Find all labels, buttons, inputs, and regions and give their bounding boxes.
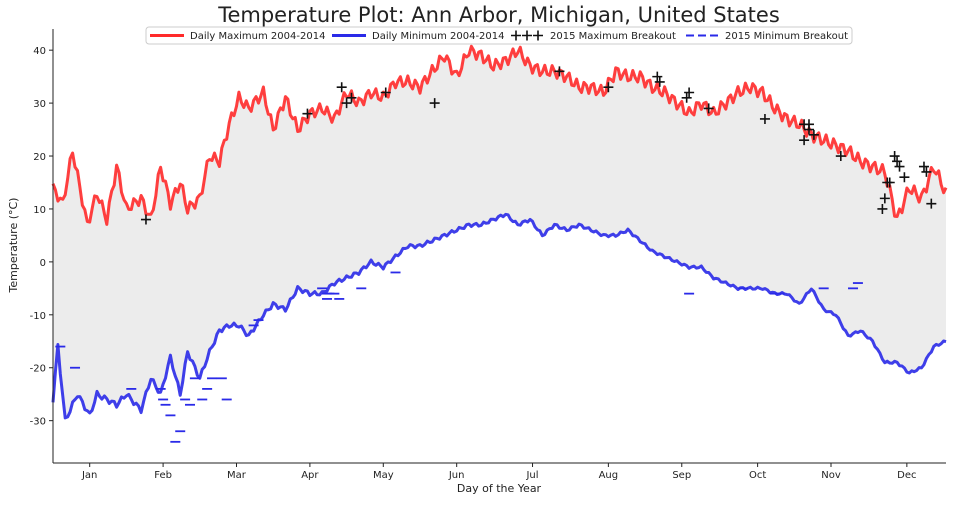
fill-between-band <box>53 46 946 418</box>
max-breakout-point <box>799 135 810 146</box>
max-breakout-point <box>926 198 937 209</box>
legend-swatch <box>522 30 532 41</box>
max-breakout-point <box>835 151 846 162</box>
y-tick-label: 30 <box>33 99 46 110</box>
legend: Daily Maximum 2004-2014 Daily Minimum 200… <box>145 26 853 45</box>
max-breakout-point <box>302 108 313 119</box>
max-breakout-point <box>918 161 929 172</box>
max-breakout-point <box>603 82 614 93</box>
legend-box <box>145 26 853 45</box>
x-tick-label: Nov <box>821 470 841 481</box>
max-breakout-point <box>429 98 440 109</box>
max-breakout-point <box>879 193 890 204</box>
y-tick-label: 0 <box>40 258 46 269</box>
y-tick-label: -30 <box>30 417 46 428</box>
max-breakout-point <box>703 103 714 114</box>
max-breakout-point <box>808 129 819 140</box>
x-tick-label: Jul <box>525 470 538 481</box>
legend-label: Daily Maximum 2004-2014 <box>190 31 325 42</box>
max-breakout-point <box>894 161 905 172</box>
max-breakout-point <box>652 71 663 82</box>
legend-swatch <box>533 30 543 41</box>
series-line-daily-maximum <box>51 44 948 226</box>
legend-swatch <box>511 30 521 41</box>
x-axis-label: Day of the Year <box>457 482 542 495</box>
axes: -30 -20 -10 0 10 20 30 40 Jan Feb Mar Apr May Jun Jul A… <box>30 29 946 481</box>
max-breakout-point <box>892 156 903 167</box>
x-tick-label: Sep <box>672 470 691 481</box>
max-breakout-point <box>681 92 692 103</box>
max-breakout-point <box>899 172 910 183</box>
max-breakout-point <box>554 66 565 77</box>
x-tick-label: Oct <box>749 470 766 481</box>
chart-title: Temperature Plot: Ann Arbor, Michigan, U… <box>217 3 780 27</box>
max-breakout-point <box>803 124 814 135</box>
x-tick-label: Mar <box>227 470 247 481</box>
y-tick-label: 40 <box>33 46 46 57</box>
x-tick-label: Dec <box>897 470 916 481</box>
legend-label: 2015 Maximum Breakout <box>550 31 676 42</box>
max-breakout-point <box>140 214 151 225</box>
max-breakout-point <box>341 98 352 109</box>
max-breakout-point <box>684 87 695 98</box>
x-tick-label: May <box>373 470 394 481</box>
series-line-daily-minimum <box>51 212 947 420</box>
y-tick-label: 10 <box>33 205 46 216</box>
x-tick-label: Apr <box>301 470 319 481</box>
x-tick-label: Jan <box>81 470 97 481</box>
max-breakout-point <box>759 113 770 124</box>
y-axis-label: Temperature (°C) <box>7 198 20 294</box>
x-tick-label: Jun <box>448 470 465 481</box>
max-breakout-point <box>877 203 888 214</box>
max-breakout-point <box>889 151 900 162</box>
y-tick-label: -10 <box>30 311 46 322</box>
max-breakout-point <box>346 92 357 103</box>
max-breakout-point <box>380 87 391 98</box>
x-tick-label: Feb <box>154 470 172 481</box>
x-tick-label: Aug <box>599 470 619 481</box>
legend-label: Daily Minimum 2004-2014 <box>372 31 505 42</box>
max-breakout-point <box>654 76 665 87</box>
y-tick-label: 20 <box>33 152 46 163</box>
max-breakout-point <box>921 166 932 177</box>
max-breakout-point <box>884 177 895 188</box>
legend-label: 2015 Minimum Breakout <box>725 31 848 42</box>
plot-area <box>51 44 948 443</box>
y-tick-label: -20 <box>30 364 46 375</box>
max-breakout-point <box>336 82 347 93</box>
